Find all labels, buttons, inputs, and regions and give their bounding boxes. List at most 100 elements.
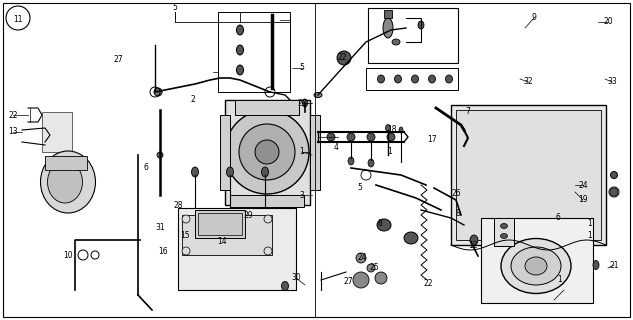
Bar: [42, 112, 72, 152]
Bar: [384, 10, 392, 18]
Ellipse shape: [348, 157, 354, 165]
Ellipse shape: [154, 88, 162, 96]
Ellipse shape: [446, 75, 453, 83]
Text: 31: 31: [155, 223, 165, 233]
Ellipse shape: [282, 282, 289, 291]
Bar: [225, 100, 310, 205]
Circle shape: [353, 272, 369, 288]
Ellipse shape: [525, 257, 547, 275]
Text: 1: 1: [587, 220, 592, 228]
Ellipse shape: [392, 39, 400, 45]
Ellipse shape: [610, 172, 618, 179]
Text: 27: 27: [113, 55, 123, 65]
Text: 24: 24: [357, 253, 367, 262]
Text: 1: 1: [558, 276, 562, 284]
Ellipse shape: [314, 92, 322, 98]
Text: 5: 5: [358, 183, 363, 193]
Text: 29: 29: [243, 211, 253, 220]
Text: 1: 1: [299, 148, 304, 156]
Bar: [178, 208, 296, 290]
Circle shape: [264, 247, 272, 255]
Text: 13: 13: [8, 127, 18, 137]
Text: 11: 11: [13, 14, 23, 23]
Ellipse shape: [368, 159, 374, 167]
Circle shape: [239, 124, 295, 180]
Bar: [366, 68, 458, 90]
Text: 2: 2: [191, 95, 196, 105]
Text: 6: 6: [556, 213, 560, 222]
Circle shape: [387, 133, 395, 141]
Ellipse shape: [501, 238, 571, 293]
Ellipse shape: [377, 219, 391, 231]
Ellipse shape: [385, 124, 391, 132]
Circle shape: [182, 215, 190, 223]
Text: 8: 8: [456, 210, 460, 219]
Bar: [494, 218, 514, 246]
Bar: [45, 156, 87, 170]
Text: 1: 1: [587, 231, 592, 241]
Text: 1: 1: [387, 148, 392, 156]
Circle shape: [375, 272, 387, 284]
Text: 19: 19: [578, 196, 588, 204]
Text: 6: 6: [144, 164, 148, 172]
Circle shape: [367, 264, 375, 272]
Ellipse shape: [411, 75, 418, 83]
Bar: [198, 213, 242, 235]
Text: 10: 10: [63, 251, 73, 260]
Bar: [220, 115, 230, 190]
Ellipse shape: [429, 75, 436, 83]
Ellipse shape: [237, 45, 244, 55]
Ellipse shape: [47, 161, 82, 203]
Text: 5: 5: [173, 4, 177, 12]
Circle shape: [356, 253, 366, 263]
Ellipse shape: [303, 99, 308, 107]
Text: 22: 22: [8, 110, 18, 119]
Text: 15: 15: [180, 231, 190, 241]
Ellipse shape: [511, 247, 561, 285]
Text: 21: 21: [609, 260, 618, 269]
Ellipse shape: [470, 235, 478, 245]
Ellipse shape: [394, 75, 401, 83]
Text: 27: 27: [343, 277, 353, 286]
Ellipse shape: [227, 167, 234, 177]
Ellipse shape: [383, 18, 393, 38]
Bar: [451, 105, 606, 245]
Circle shape: [367, 133, 375, 141]
Text: 26: 26: [451, 189, 461, 198]
Text: 3: 3: [299, 190, 304, 199]
Ellipse shape: [261, 167, 268, 177]
Text: 7: 7: [465, 108, 470, 116]
Text: 14: 14: [217, 237, 227, 246]
Bar: [456, 110, 601, 240]
Circle shape: [264, 215, 272, 223]
Text: 20: 20: [603, 18, 613, 27]
Text: 4: 4: [334, 143, 339, 153]
Ellipse shape: [501, 223, 508, 228]
Text: 24: 24: [578, 180, 588, 189]
Text: 33: 33: [607, 77, 617, 86]
Circle shape: [610, 188, 618, 196]
Text: 32: 32: [523, 77, 533, 86]
Text: 16: 16: [158, 247, 168, 257]
Bar: [481, 218, 593, 303]
Circle shape: [337, 51, 351, 65]
Text: 23: 23: [297, 99, 307, 108]
Bar: [195, 210, 245, 238]
Ellipse shape: [192, 167, 199, 177]
Text: 25: 25: [369, 263, 379, 273]
Ellipse shape: [399, 127, 403, 133]
Text: 30: 30: [291, 274, 301, 283]
Text: 22: 22: [337, 53, 347, 62]
Bar: [182, 215, 272, 255]
Text: 28: 28: [173, 201, 183, 210]
Ellipse shape: [404, 232, 418, 244]
Text: 18: 18: [387, 125, 397, 134]
Bar: [235, 100, 299, 115]
Circle shape: [255, 140, 279, 164]
Text: 9: 9: [532, 13, 536, 22]
Bar: [310, 115, 320, 190]
Ellipse shape: [237, 65, 244, 75]
Ellipse shape: [41, 151, 96, 213]
Circle shape: [347, 133, 355, 141]
Ellipse shape: [377, 75, 384, 83]
